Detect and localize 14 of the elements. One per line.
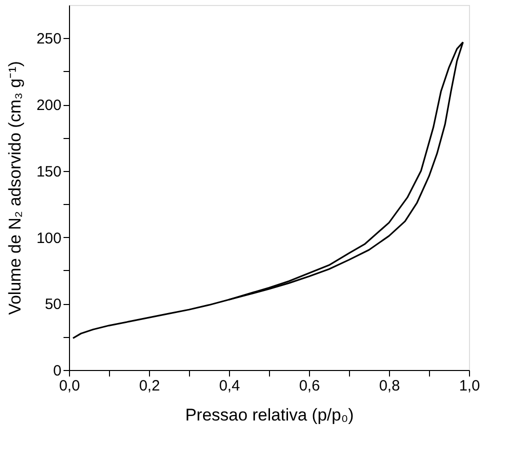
x-tick-label: 0,4 xyxy=(219,378,240,394)
y-axis-title: Volume de N₂ adsorvido (cm₃ g⁻¹) xyxy=(5,61,24,315)
x-tick-label: 0,8 xyxy=(379,378,400,394)
y-tick-label: 50 xyxy=(44,296,62,314)
x-tick-label: 0,2 xyxy=(139,378,160,394)
y-tick-label: 150 xyxy=(36,163,62,180)
x-tick-label: 0,0 xyxy=(59,378,80,394)
y-tick-label: 200 xyxy=(36,97,62,114)
y-tick-label: 250 xyxy=(36,30,62,48)
x-tick-label: 1,0 xyxy=(459,378,480,394)
x-axis-title: Pressao relativa (p/p₀) xyxy=(185,406,354,424)
y-tick-label: 0 xyxy=(53,362,62,380)
x-tick-label: 0,6 xyxy=(299,378,320,394)
y-tick-label: 100 xyxy=(36,230,62,247)
